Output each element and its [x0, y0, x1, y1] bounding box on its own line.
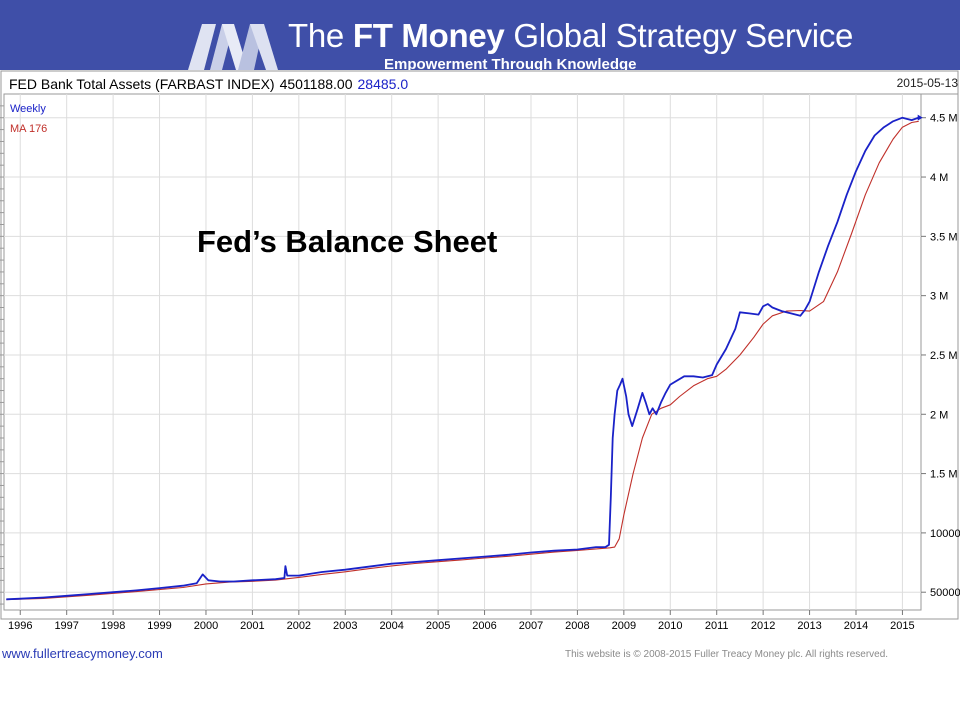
banner-title-part: The [288, 17, 353, 54]
chart-change-value: 28485.0 [358, 76, 409, 92]
legend-weekly: Weekly [10, 103, 46, 115]
chart-outer-border [0, 70, 959, 620]
y-tick-label: 1000000 [930, 528, 960, 540]
header-banner: The FT Money Global Strategy Service Emp… [0, 0, 960, 70]
y-tick-label: 3.5 M [930, 231, 958, 243]
x-tick-label: 2010 [658, 620, 682, 632]
x-tick-label: 2006 [472, 620, 496, 632]
y-tick-label: 500000 [930, 587, 960, 599]
x-tick-label: 2000 [194, 620, 218, 632]
x-tick-label: 2004 [379, 620, 403, 632]
y-tick-label: 2 M [930, 409, 948, 421]
x-axis: 1996 1997 1998 1999 2000 2001 2002 2003 2004 2005… [8, 610, 915, 632]
banner-title-brand: FT Money [352, 17, 505, 54]
x-tick-label: 2001 [240, 620, 264, 632]
chart-title: FED Bank Total Assets (FARBAST INDEX) [9, 76, 275, 92]
ma-176-series-line [6, 120, 919, 601]
chart-svg: FED Bank Total Assets (FARBAST INDEX) 450… [0, 70, 960, 632]
chart-title-line: FED Bank Total Assets (FARBAST INDEX) 450… [9, 76, 408, 92]
x-tick-label: 1999 [147, 620, 171, 632]
x-tick-label: 2005 [426, 620, 450, 632]
x-tick-label: 2007 [519, 620, 543, 632]
chart-panel: FED Bank Total Assets (FARBAST INDEX) 450… [0, 70, 960, 640]
banner-title-part: Global Strategy Service [504, 17, 854, 54]
y-tick-label: 2.5 M [930, 350, 958, 362]
legend-ma: MA 176 [10, 123, 47, 135]
banner-tagline: Empowerment Through Knowledge [384, 56, 637, 70]
x-tick-label: 1998 [101, 620, 125, 632]
series-layer [6, 114, 923, 601]
last-value-marker-icon [917, 114, 923, 121]
x-tick-label: 2013 [797, 620, 821, 632]
banner-title: The FT Money Global Strategy Service [288, 17, 853, 55]
x-tick-label: 2003 [333, 620, 357, 632]
grid-layer [4, 94, 921, 610]
x-tick-label: 2011 [705, 620, 729, 632]
weekly-series-line [6, 116, 920, 601]
x-tick-label: 2015 [890, 620, 914, 632]
y-tick-label: 4.5 M [930, 113, 958, 125]
footer-site-link[interactable]: www.fullertreacymoney.com [2, 646, 163, 661]
ftmoney-logo-icon [188, 24, 278, 70]
chart-date: 2015-05-13 [897, 76, 959, 90]
x-tick-label: 2002 [287, 620, 311, 632]
x-tick-label: 1996 [8, 620, 32, 632]
x-tick-label: 1997 [54, 620, 78, 632]
overlay-title: Fed’s Balance Sheet [197, 224, 498, 259]
y-tick-label: 1.5 M [930, 469, 958, 481]
y-tick-label: 3 M [930, 291, 948, 303]
x-tick-label: 2009 [612, 620, 636, 632]
x-tick-label: 2014 [844, 620, 868, 632]
x-tick-label: 2008 [565, 620, 589, 632]
plot-frame [3, 93, 922, 611]
footer-copyright: This website is © 2008-2015 Fuller Treac… [565, 649, 889, 660]
y-tick-label: 4 M [930, 172, 948, 184]
x-tick-label: 2012 [751, 620, 775, 632]
y-axis: 500000 1000000 1.5 M 2 M 2.5 M 3 M 3.5 M 4 M 4.5… [0, 105, 960, 605]
chart-last-value: 4501188.00 [280, 76, 353, 92]
